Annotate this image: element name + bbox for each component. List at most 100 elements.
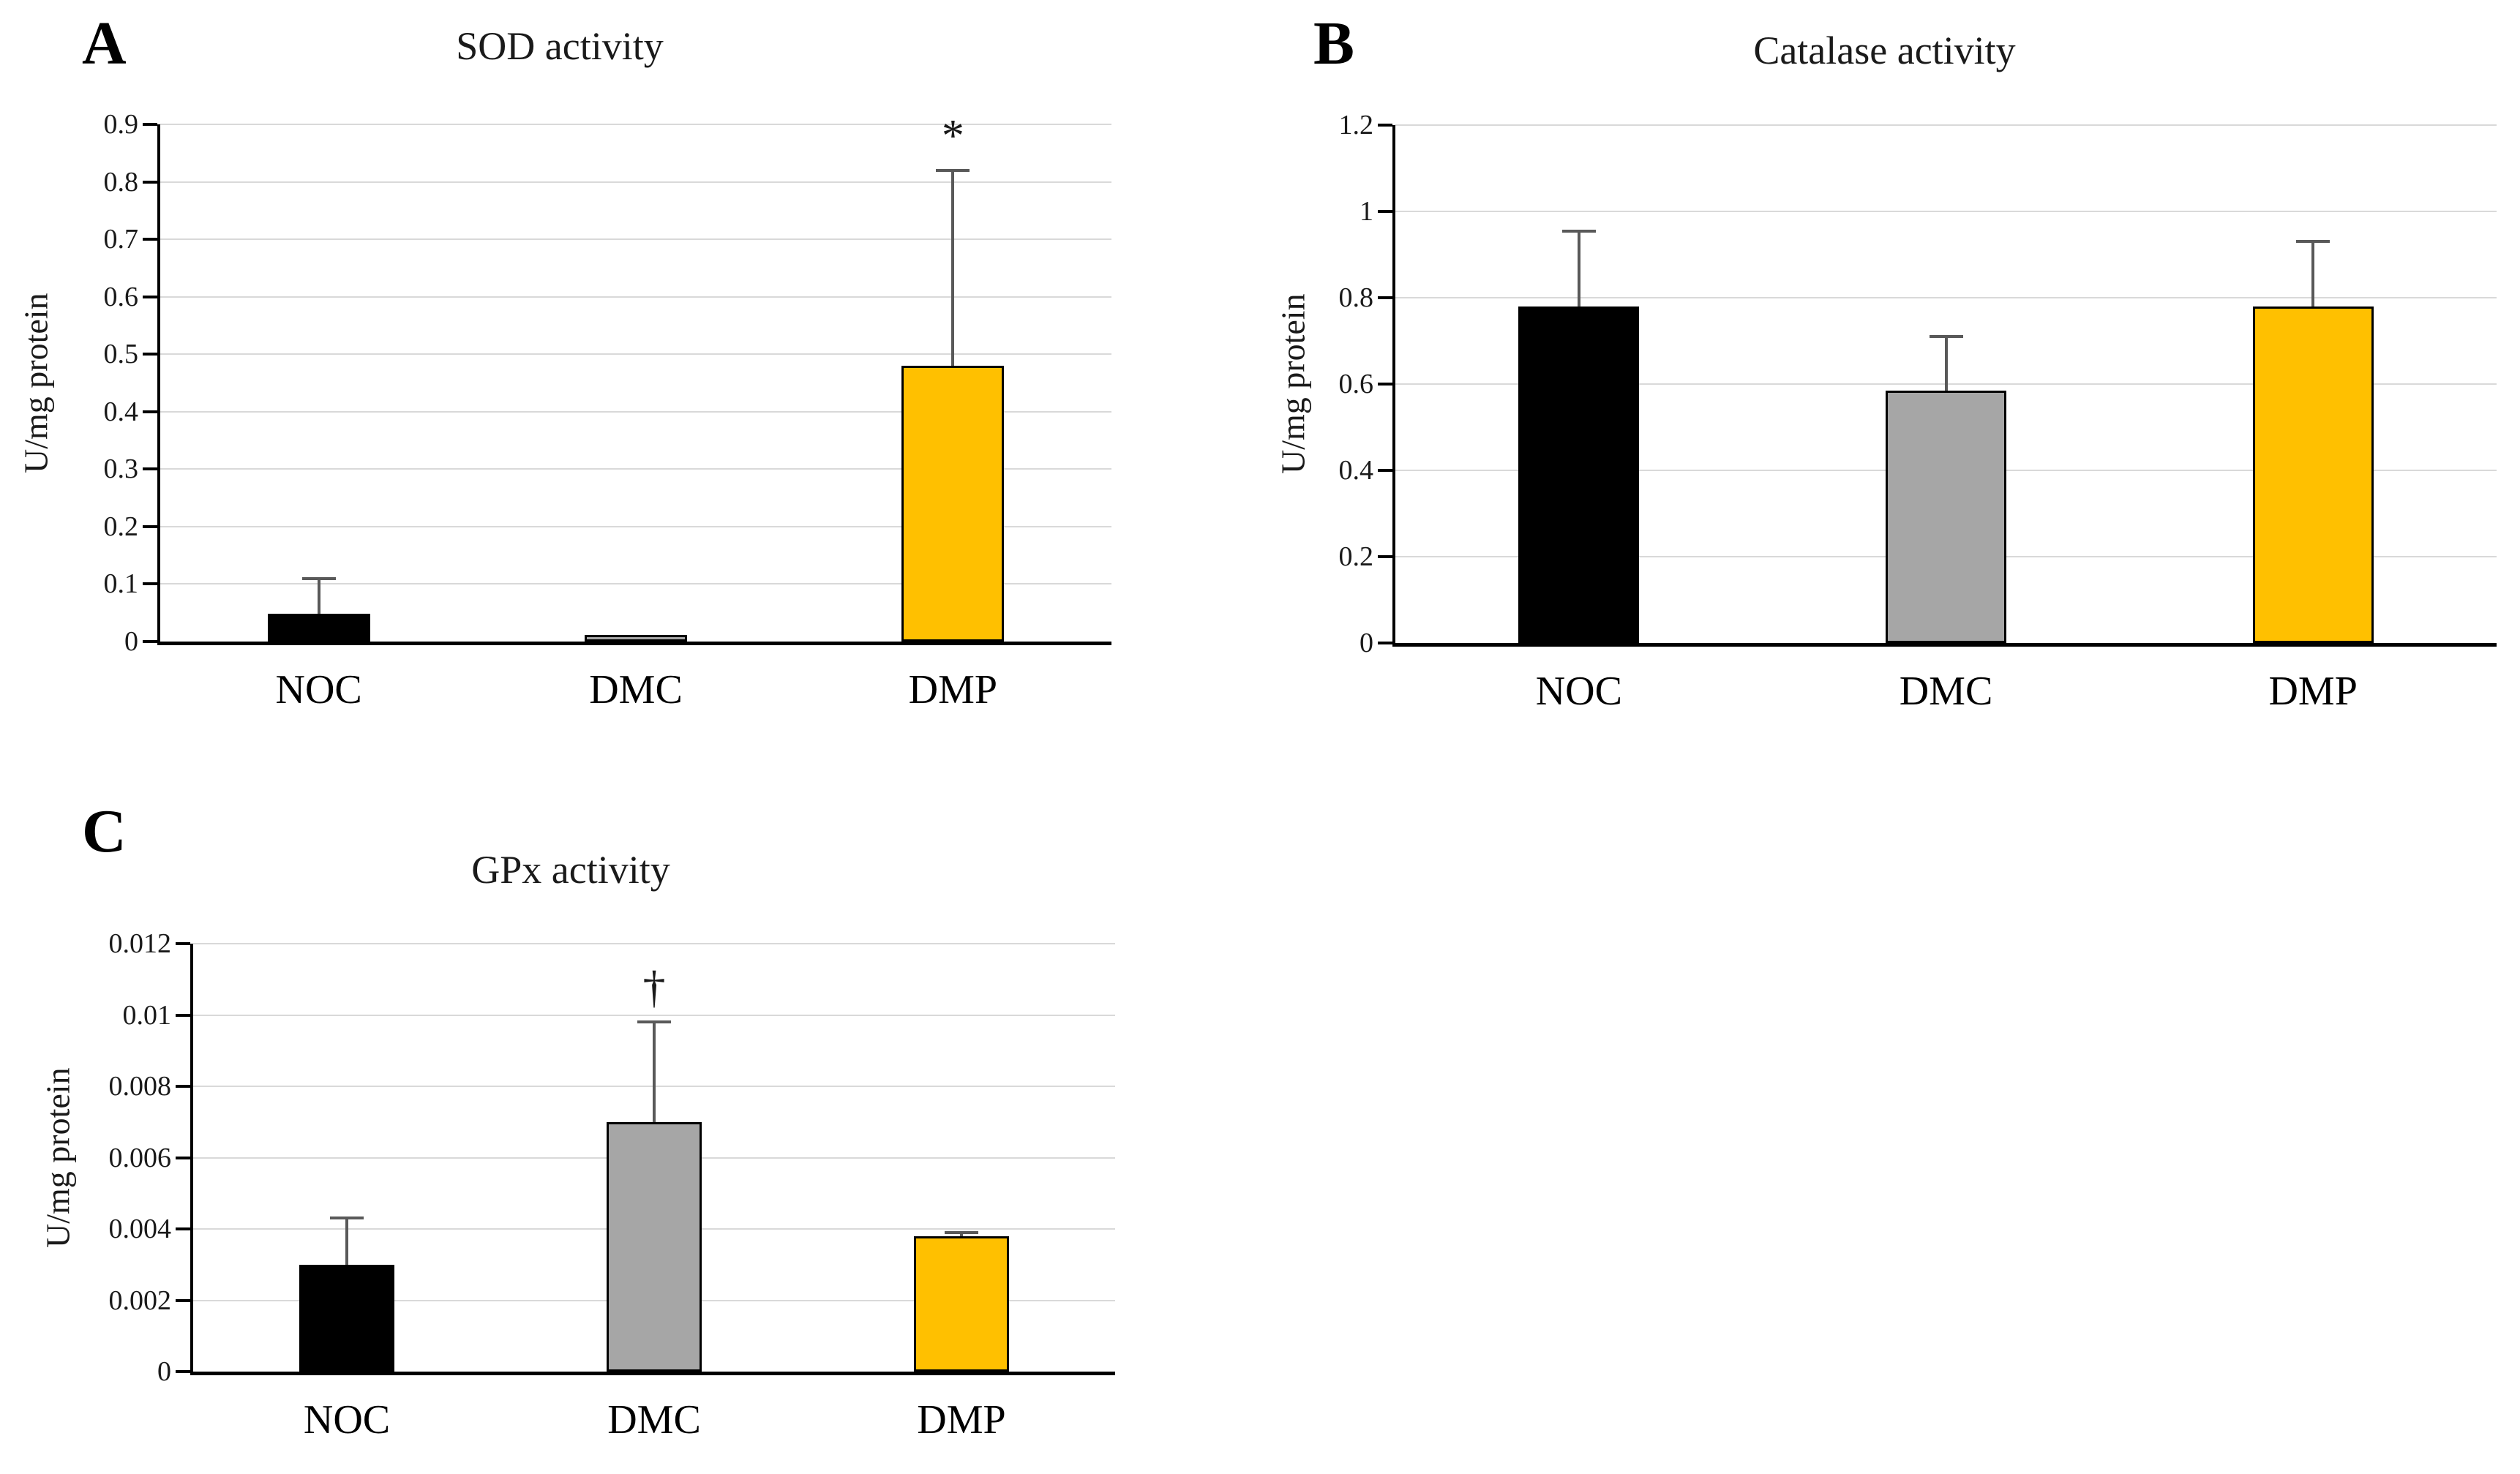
gridline <box>160 525 1111 527</box>
y-axis-tick-label: 0.2 <box>1338 541 1374 572</box>
gridline <box>160 583 1111 585</box>
y-axis-tick-label: 0.012 <box>108 928 172 959</box>
y-axis-tick <box>1378 555 1392 558</box>
y-axis-tick <box>1378 642 1392 644</box>
y-axis-tick-label: 0.002 <box>108 1285 172 1316</box>
panel-letter-c: C <box>82 797 127 865</box>
y-axis-tick-label: 0.4 <box>1338 455 1374 486</box>
y-axis-tick <box>1378 469 1392 472</box>
y-axis-tick <box>176 1156 190 1159</box>
bar-dmp-b <box>2252 306 2374 643</box>
bar-noc-a <box>267 614 370 642</box>
gridline <box>160 468 1111 470</box>
y-axis-tick-label: 0.8 <box>1338 282 1374 313</box>
y-axis-tick <box>176 1370 190 1373</box>
y-axis-tick <box>176 1013 190 1017</box>
significance-marker: † <box>642 963 666 1013</box>
y-axis-tick-label: 0.006 <box>108 1142 172 1173</box>
bar-dmp-a <box>901 365 1005 642</box>
y-axis-tick-label: 0.008 <box>108 1071 172 1102</box>
error-bar <box>345 1218 348 1265</box>
plot-area-gpx: U/mg protein 0 0.002 0.004 0.006 0.008 0.01 0.… <box>40 930 1115 1440</box>
y-axis-tick <box>176 1085 190 1088</box>
error-bar-cap <box>1561 229 1596 233</box>
bar-noc-b <box>1518 306 1640 643</box>
chart-title-sod: SOD activity <box>456 24 664 68</box>
plot-area-sod: U/mg protein 0 0.1 0.2 0.3 0.4 0.5 0.6 0.7 0.8 0.… <box>18 110 1111 710</box>
error-bar <box>960 1232 963 1236</box>
y-axis-tick <box>1378 296 1392 299</box>
y-axis-tick <box>143 238 157 241</box>
y-axis-tick-label: 0.6 <box>103 281 139 312</box>
gridline <box>160 238 1111 241</box>
error-bar-cap <box>330 1217 364 1220</box>
y-axis-tick-label: 0.4 <box>103 396 139 427</box>
y-axis-tick-label: 0.004 <box>108 1214 172 1244</box>
error-bar <box>1944 336 1948 391</box>
y-axis-tick-label: 0 <box>157 1356 171 1387</box>
gridline <box>160 124 1111 125</box>
bar-noc-c <box>299 1264 394 1372</box>
bar-dmc-c <box>607 1121 702 1372</box>
y-axis-tick-label: 0 <box>124 626 138 657</box>
y-axis-tick <box>176 1298 190 1302</box>
x-category-label-dmc: DMC <box>607 1397 701 1443</box>
y-axis-tick-label: 0.1 <box>103 568 139 600</box>
y-axis-tick-label: 0 <box>1360 628 1373 658</box>
y-axis-tick <box>176 942 190 945</box>
x-category-label-dmp: DMP <box>917 1397 1006 1443</box>
y-axis-tick <box>143 295 157 298</box>
gridline <box>1395 297 2497 298</box>
y-axis-tick <box>143 410 157 413</box>
y-axis-tick-label: 0.01 <box>122 999 172 1031</box>
chart-title-gpx: GPx activity <box>471 848 670 892</box>
chart-title-catalase: Catalase activity <box>1753 29 2016 72</box>
y-axis-tick <box>176 1227 190 1230</box>
y-axis-tick-label: 0.7 <box>103 224 139 255</box>
y-axis-tick <box>143 353 157 356</box>
x-category-label-dmp: DMP <box>908 667 998 712</box>
error-bar <box>2311 241 2315 307</box>
gridline <box>160 353 1111 356</box>
gridline <box>193 1014 1115 1016</box>
y-axis-tick-label: 0.5 <box>103 339 139 370</box>
y-axis-tick-label: 0.9 <box>103 109 139 140</box>
y-axis-tick <box>143 180 157 184</box>
bar-dmp-c <box>914 1236 1009 1372</box>
x-category-label-noc: NOC <box>1535 669 1622 714</box>
error-bar-cap <box>945 1230 978 1234</box>
error-bar-cap <box>637 1020 671 1024</box>
gridline <box>1395 211 2497 212</box>
y-axis-tick <box>143 582 157 586</box>
x-category-label-dmc: DMC <box>1899 669 1993 714</box>
x-category-label-dmp: DMP <box>2268 669 2358 714</box>
y-axis-tick <box>143 467 157 471</box>
gridline <box>160 410 1111 413</box>
y-axis-label-sod: U/mg protein <box>17 293 55 473</box>
error-bar <box>317 578 320 614</box>
gridline <box>160 181 1111 183</box>
y-axis-tick <box>143 524 157 528</box>
error-bar-cap <box>2296 240 2330 244</box>
y-axis-tick-label: 1 <box>1360 196 1373 227</box>
x-category-label-dmc: DMC <box>589 667 683 712</box>
error-bar-cap <box>1929 335 1963 339</box>
y-axis-tick <box>1378 210 1392 213</box>
panel-letter-a: A <box>82 10 127 78</box>
significance-marker: * <box>941 110 964 161</box>
y-axis-tick <box>1378 383 1392 386</box>
y-axis-tick-label: 0.2 <box>103 511 139 542</box>
y-axis-tick-label: 1.2 <box>1338 110 1374 140</box>
y-axis-tick <box>1378 124 1392 127</box>
gridline <box>160 296 1111 298</box>
bar-dmc-a <box>585 634 687 642</box>
y-axis-tick <box>143 123 157 126</box>
y-axis-tick-label: 0.6 <box>1338 369 1374 399</box>
error-bar <box>653 1022 656 1122</box>
y-axis-tick-label: 0.3 <box>103 454 139 485</box>
bar-dmc-b <box>1886 390 2006 643</box>
x-category-label-noc: NOC <box>275 667 362 712</box>
gridline <box>193 943 1115 944</box>
error-bar <box>1577 230 1580 307</box>
panel-letter-b: B <box>1313 10 1355 78</box>
